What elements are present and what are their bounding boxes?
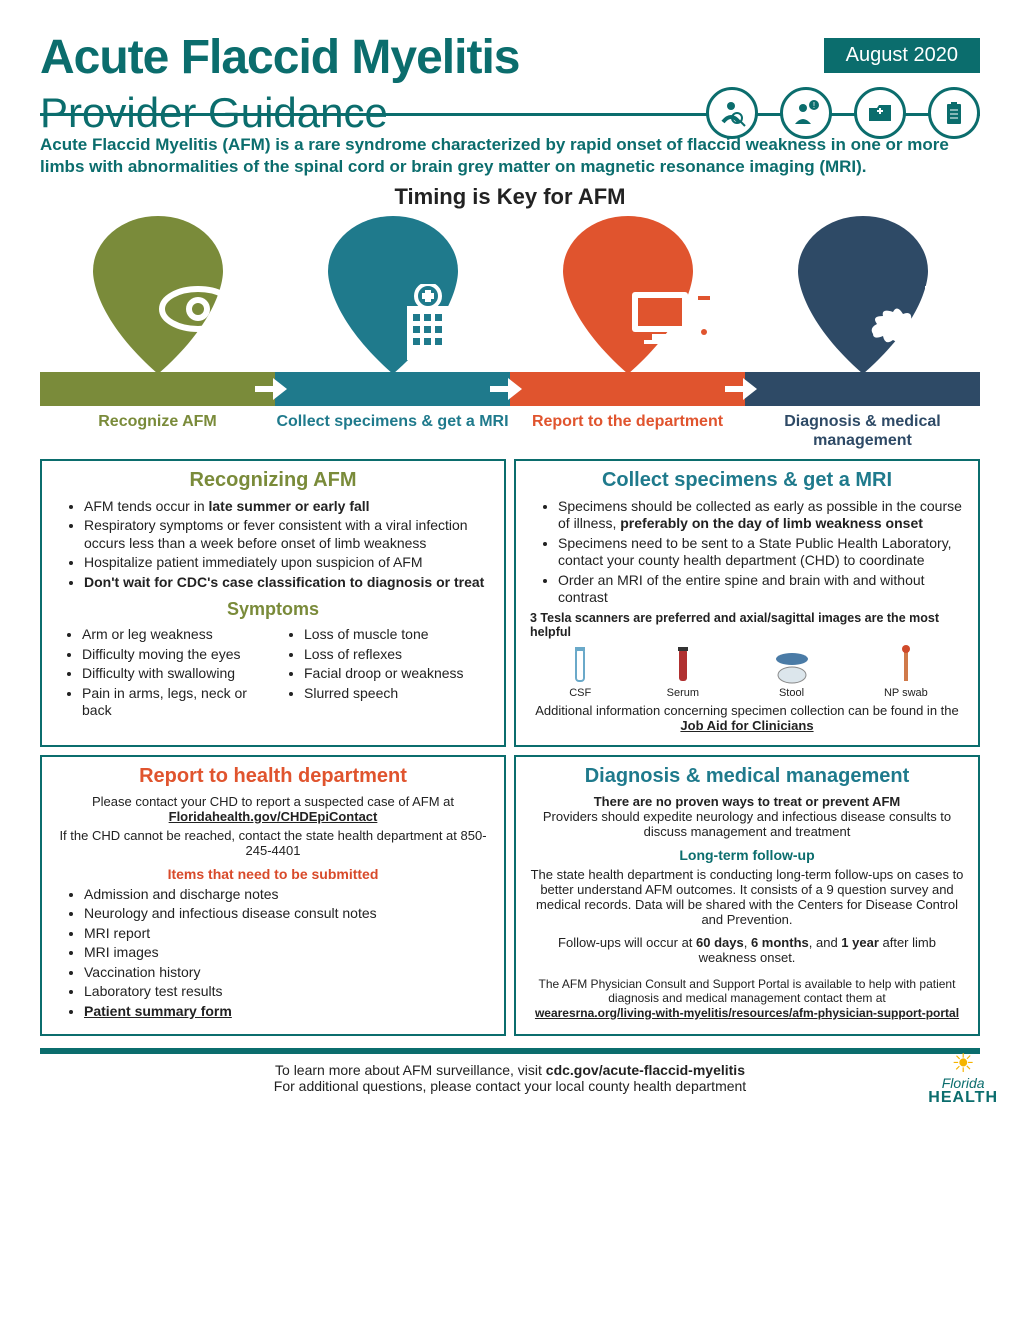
report-link[interactable]: Floridahealth.gov/CHDEpiContact <box>169 809 378 824</box>
florida-health-logo: ☀ Florida HEALTH <box>928 1050 998 1106</box>
list-item: Specimens should be collected as early a… <box>558 498 964 533</box>
list-item: Vaccination history <box>84 964 490 982</box>
footer: To learn more about AFM surveillance, vi… <box>40 1048 980 1094</box>
csf-icon: CSF <box>566 645 594 699</box>
list-item: Laboratory test results <box>84 983 490 1001</box>
footer-line2: For additional questions, please contact… <box>40 1078 980 1094</box>
portal-link[interactable]: wearesrna.org/living-with-myelitis/resou… <box>535 1006 959 1020</box>
report-line1: Please contact your CHD to report a susp… <box>56 794 490 809</box>
followup-1: The state health department is conductin… <box>530 867 964 927</box>
hospital-icon <box>393 284 463 364</box>
person-alert-icon: ! <box>780 87 832 139</box>
list-item: Difficulty with swallowing <box>82 665 268 683</box>
list-item: Arm or leg weakness <box>82 626 268 644</box>
svg-text:!: ! <box>813 101 815 110</box>
job-aid-link[interactable]: Job Aid for Clinicians <box>680 718 813 733</box>
person-magnify-icon <box>706 87 758 139</box>
list-item: Specimens need to be sent to a State Pub… <box>558 535 964 570</box>
list-item: Don't wait for CDC's case classification… <box>84 574 490 592</box>
eye-icon <box>158 284 238 334</box>
arrow-icon <box>490 374 524 404</box>
followup-2: Follow-ups will occur at 60 days, 6 mont… <box>530 935 964 965</box>
symptoms-left: Arm or leg weakness Difficulty moving the… <box>56 626 268 722</box>
footer-line1: To learn more about AFM surveillance, vi… <box>40 1062 980 1078</box>
recognize-title: Recognizing AFM <box>56 469 490 492</box>
stool-icon: Stool <box>772 645 812 699</box>
collect-bullets: Specimens should be collected as early a… <box>530 498 964 607</box>
arrow-icon <box>725 374 759 404</box>
flow-bar <box>40 372 980 406</box>
serum-icon: Serum <box>667 645 699 699</box>
map-pin <box>318 216 468 376</box>
list-item: Slurred speech <box>304 685 490 703</box>
list-item: Order an MRI of the entire spine and bra… <box>558 572 964 607</box>
list-item: Pain in arms, legs, neck or back <box>82 685 268 720</box>
list-item: Patient summary form <box>84 1003 490 1021</box>
list-item: Loss of reflexes <box>304 646 490 664</box>
medical-icon <box>863 284 953 364</box>
report-box: Report to health department Please conta… <box>40 755 506 1037</box>
scanner-note: 3 Tesla scanners are preferred and axial… <box>530 611 964 639</box>
intro-text: Acute Flaccid Myelitis (AFM) is a rare s… <box>40 134 980 178</box>
report-title: Report to health department <box>56 765 490 788</box>
flow-label: Recognize AFM <box>40 412 275 450</box>
diagnosis-line2: Providers should expedite neurology and … <box>530 809 964 839</box>
recognize-bullets: AFM tends occur in late summer or early … <box>56 498 490 592</box>
portal-text: The AFM Physician Consult and Support Po… <box>530 977 964 1005</box>
items-header: Items that need to be submitted <box>56 866 490 882</box>
collect-box: Collect specimens & get a MRI Specimens … <box>514 459 980 747</box>
report-items: Admission and discharge notesNeurology a… <box>56 886 490 1021</box>
list-item: Admission and discharge notes <box>84 886 490 904</box>
clipboard-icon <box>928 87 980 139</box>
map-pin <box>83 216 233 376</box>
collect-title: Collect specimens & get a MRI <box>530 469 964 492</box>
arrow-icon <box>255 374 289 404</box>
list-item: Hospitalize patient immediately upon sus… <box>84 554 490 572</box>
diagnosis-box: Diagnosis & medical management There are… <box>514 755 980 1037</box>
flow-segment <box>510 372 745 406</box>
computer-icon <box>628 284 718 354</box>
pin-row <box>40 216 980 376</box>
header-icons: ! <box>706 87 980 139</box>
list-item: AFM tends occur in late summer or early … <box>84 498 490 516</box>
timing-header: Timing is Key for AFM <box>40 184 980 210</box>
flow-label: Report to the department <box>510 412 745 450</box>
map-pin <box>788 216 938 376</box>
date-badge: August 2020 <box>824 38 980 73</box>
flow-label: Diagnosis & medical management <box>745 412 980 450</box>
diagnosis-line1: There are no proven ways to treat or pre… <box>530 794 964 809</box>
collect-additional: Additional information concerning specim… <box>530 703 964 733</box>
symptoms-right: Loss of muscle tone Loss of reflexesFacia… <box>278 626 490 722</box>
npswab-icon: NP swab <box>884 645 928 699</box>
list-item: Neurology and infectious disease consult… <box>84 905 490 923</box>
list-item: Respiratory symptoms or fever consistent… <box>84 517 490 552</box>
sun-icon: ☀ <box>928 1050 998 1076</box>
diagnosis-title: Diagnosis & medical management <box>530 765 964 788</box>
list-item: Loss of muscle tone <box>304 626 490 644</box>
specimen-icons: CSF Serum Stool NP swab <box>530 645 964 699</box>
followup-header: Long-term follow-up <box>530 847 964 863</box>
report-line2: If the CHD cannot be reached, contact th… <box>56 828 490 858</box>
flow-labels: Recognize AFMCollect specimens & get a M… <box>40 412 980 450</box>
flow-segment <box>275 372 510 406</box>
header: Acute Flaccid Myelitis August 2020 Provi… <box>40 30 980 116</box>
list-item: Difficulty moving the eyes <box>82 646 268 664</box>
folder-plus-icon <box>854 87 906 139</box>
symptoms-header: Symptoms <box>56 599 490 620</box>
flow-segment <box>745 372 980 406</box>
list-item: MRI report <box>84 925 490 943</box>
recognize-box: Recognizing AFM AFM tends occur in late … <box>40 459 506 747</box>
flow-label: Collect specimens & get a MRI <box>275 412 510 450</box>
map-pin <box>553 216 703 376</box>
list-item: MRI images <box>84 944 490 962</box>
flow-segment <box>40 372 275 406</box>
list-item: Facial droop or weakness <box>304 665 490 683</box>
